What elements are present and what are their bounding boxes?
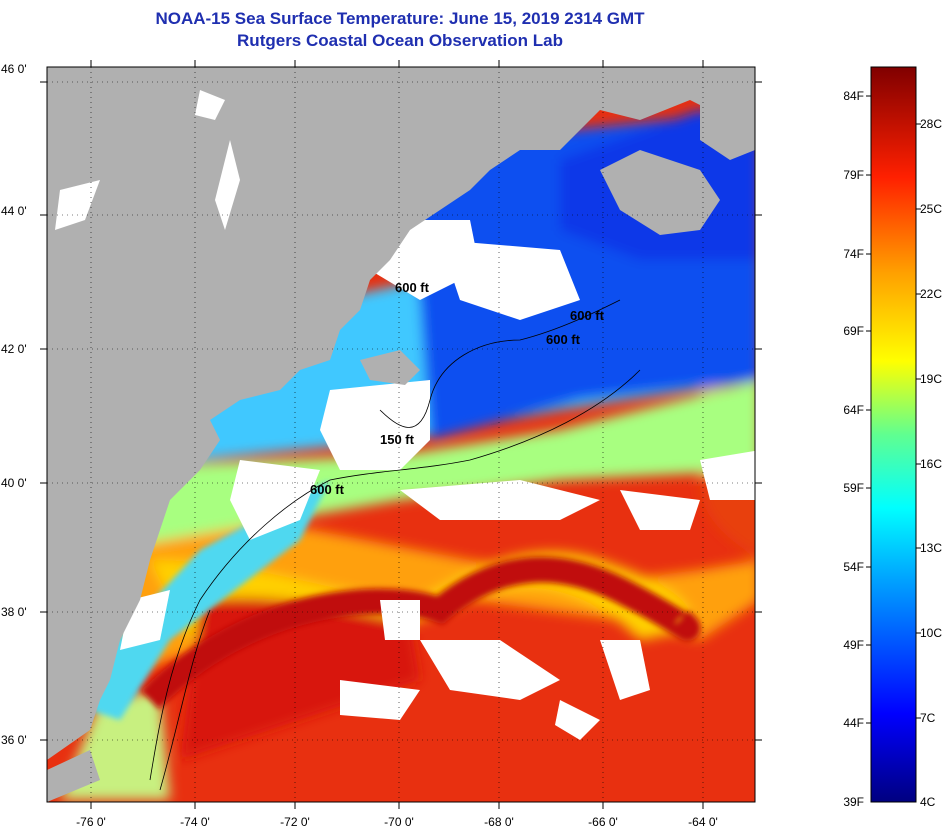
cb-c-28: 28C: [920, 117, 942, 131]
cb-c-19: 19C: [920, 372, 942, 386]
contour-label-600ft-georges: 600 ft: [546, 332, 581, 347]
graticule: [47, 67, 755, 802]
contour-label-600ft-shelf: 600 ft: [310, 482, 345, 497]
coastal-cool-water: [60, 480, 330, 720]
lat-label-46: 46 0': [1, 62, 27, 76]
cb-c-7: 7C: [920, 711, 936, 725]
cb-c-22: 22C: [920, 287, 942, 301]
cb-f-49: 49F: [843, 638, 864, 652]
cloud-cover: [120, 220, 755, 740]
cb-f-84: 84F: [843, 89, 864, 103]
contour-label-600ft-gom: 600 ft: [395, 280, 430, 295]
cb-f-59: 59F: [843, 481, 864, 495]
nova-scotia: [600, 150, 720, 235]
cb-f-54: 54F: [843, 560, 864, 574]
cb-f-44: 44F: [843, 716, 864, 730]
lat-label-44: 44 0': [1, 204, 27, 218]
lat-label-36: 36 0': [1, 733, 27, 747]
title-line-1: NOAA-15 Sea Surface Temperature: June 15…: [155, 9, 645, 28]
lat-label-42: 42 0': [1, 342, 27, 356]
cape-breton: [700, 90, 755, 160]
cb-f-69: 69F: [843, 324, 864, 338]
lon-label-76: -76 0': [76, 815, 106, 829]
map-frame: [46, 66, 756, 803]
gulf-stream: [140, 556, 701, 710]
colorbar-c-labels: 28C 25C 22C 19C 16C 13C 10C 7C 4C: [920, 117, 942, 809]
cb-f-79: 79F: [843, 168, 864, 182]
outer-banks: [47, 750, 100, 802]
contour-label-150ft: 150 ft: [380, 432, 415, 447]
longitude-ticks: [90, 60, 704, 809]
lon-label-74: -74 0': [180, 815, 210, 829]
lon-label-64: -64 0': [688, 815, 718, 829]
cb-c-25: 25C: [920, 202, 942, 216]
cb-f-64: 64F: [843, 403, 864, 417]
bathymetry-contours: [149, 299, 641, 791]
colorbar: [870, 66, 917, 803]
lat-label-40: 40 0': [1, 476, 27, 490]
lon-label-72: -72 0': [280, 815, 310, 829]
cb-f-74: 74F: [843, 247, 864, 261]
title-line-2: Rutgers Coastal Ocean Observation Lab: [237, 31, 563, 50]
lat-label-38: 38 0': [1, 605, 27, 619]
latitude-ticks: [40, 81, 762, 741]
lon-label-66: -66 0': [588, 815, 618, 829]
lakes: [55, 90, 240, 230]
cb-c-10: 10C: [920, 626, 942, 640]
colorbar-f-labels: 84F 79F 74F 69F 64F 59F 54F 49F 44F 39F: [843, 89, 864, 809]
lon-label-68: -68 0': [484, 815, 514, 829]
cb-c-4: 4C: [920, 795, 936, 809]
cb-f-39: 39F: [843, 795, 864, 809]
lon-label-70: -70 0': [384, 815, 414, 829]
map-title: NOAA-15 Sea Surface Temperature: June 15…: [0, 8, 800, 52]
cape-cod: [360, 350, 420, 385]
sst-map: 600 ft 600 ft 600 ft 150 ft 600 ft: [47, 67, 755, 802]
land-mass: [47, 67, 755, 802]
cb-c-13: 13C: [920, 541, 942, 555]
colorbar-ticks: [866, 95, 921, 724]
cb-c-16: 16C: [920, 457, 942, 471]
contour-label-600ft-georges-east: 600 ft: [570, 308, 605, 323]
